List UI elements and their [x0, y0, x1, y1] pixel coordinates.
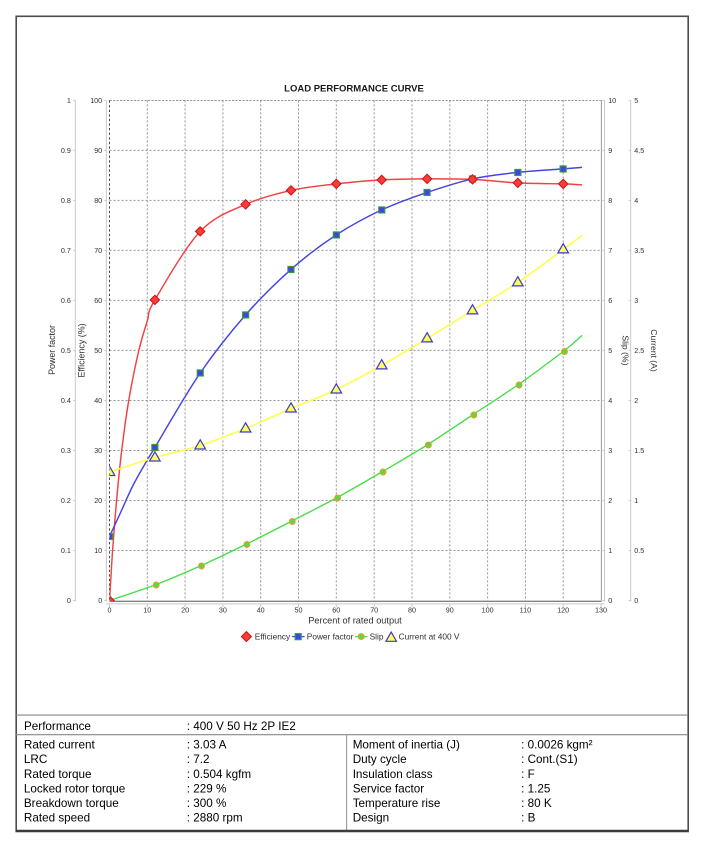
svg-text:90: 90 [94, 146, 102, 155]
svg-text:3.5: 3.5 [634, 246, 644, 255]
svg-text:Rated torque: Rated torque [24, 768, 92, 781]
svg-text:30: 30 [94, 446, 102, 455]
svg-text:: F: : F [521, 768, 535, 781]
svg-text:20: 20 [94, 496, 102, 505]
svg-text:90: 90 [446, 605, 454, 614]
svg-text:Rated current: Rated current [24, 739, 96, 752]
svg-text:1: 1 [608, 546, 612, 555]
svg-text:30: 30 [219, 605, 227, 614]
svg-text:9: 9 [608, 146, 612, 155]
svg-text:0: 0 [634, 596, 638, 605]
svg-text:4.5: 4.5 [634, 146, 644, 155]
svg-text:: 80 K: : 80 K [521, 797, 552, 810]
svg-text:10: 10 [94, 546, 102, 555]
svg-text:: 2880 rpm: : 2880 rpm [187, 812, 243, 825]
svg-text:0.3: 0.3 [61, 446, 71, 455]
svg-text:Power factor: Power factor [307, 631, 354, 641]
svg-text:70: 70 [370, 605, 378, 614]
svg-text:0.5: 0.5 [61, 346, 71, 355]
svg-text:Temperature rise: Temperature rise [353, 797, 441, 810]
svg-text:70: 70 [94, 246, 102, 255]
svg-text:50: 50 [295, 605, 303, 614]
svg-text:0: 0 [67, 596, 71, 605]
svg-text:Current (A): Current (A) [649, 329, 659, 372]
svg-text:Insulation class: Insulation class [353, 768, 433, 781]
svg-text:4: 4 [634, 196, 638, 205]
svg-text:0: 0 [108, 605, 112, 614]
svg-text:Efficiency: Efficiency [255, 631, 291, 641]
svg-text:Moment of inertia (J): Moment of inertia (J) [353, 739, 460, 752]
svg-text:0.5: 0.5 [634, 546, 644, 555]
svg-text:80: 80 [94, 196, 102, 205]
svg-text:8: 8 [608, 196, 612, 205]
svg-text:100: 100 [90, 96, 102, 105]
svg-text:40: 40 [257, 605, 265, 614]
svg-text:0: 0 [608, 596, 612, 605]
svg-text:50: 50 [94, 346, 102, 355]
svg-text:7: 7 [608, 246, 612, 255]
svg-text:: 229 %: : 229 % [187, 782, 227, 795]
svg-text:2: 2 [634, 396, 638, 405]
svg-text:110: 110 [520, 605, 531, 614]
svg-text:5: 5 [608, 346, 612, 355]
svg-text:0.6: 0.6 [61, 296, 71, 305]
svg-text:: 0.504 kgfm: : 0.504 kgfm [187, 768, 251, 781]
svg-text:Performance: Performance [24, 720, 91, 733]
svg-text:0.9: 0.9 [61, 146, 71, 155]
svg-text:1: 1 [67, 96, 71, 105]
svg-text:: B: : B [521, 812, 535, 825]
svg-text:Slip: Slip [370, 631, 384, 641]
svg-text:Breakdown torque: Breakdown torque [24, 797, 119, 810]
svg-text:Duty cycle: Duty cycle [353, 753, 407, 766]
svg-text:60: 60 [94, 296, 102, 305]
svg-text:10: 10 [143, 605, 151, 614]
svg-text:130: 130 [595, 605, 607, 614]
svg-text:5: 5 [634, 96, 638, 105]
svg-text:Current at 400 V: Current at 400 V [399, 631, 460, 641]
svg-text:LRC: LRC [24, 753, 47, 766]
svg-text:0: 0 [98, 596, 102, 605]
svg-text:10: 10 [608, 96, 616, 105]
svg-text:20: 20 [181, 605, 189, 614]
svg-text:0.4: 0.4 [61, 396, 71, 405]
svg-text:2: 2 [608, 496, 612, 505]
svg-text:1: 1 [634, 496, 638, 505]
svg-text:Efficiency (%): Efficiency (%) [77, 323, 87, 377]
svg-text:120: 120 [557, 605, 569, 614]
svg-text:4: 4 [608, 396, 612, 405]
svg-text:Power factor: Power factor [47, 325, 57, 375]
svg-text:Service factor: Service factor [353, 782, 425, 795]
svg-text:0.1: 0.1 [61, 546, 71, 555]
svg-text:: 0.0026 kgm²: : 0.0026 kgm² [521, 739, 593, 752]
svg-text:0.7: 0.7 [61, 246, 71, 255]
svg-text:Locked rotor torque: Locked rotor torque [24, 782, 125, 795]
svg-text:0.2: 0.2 [61, 496, 71, 505]
svg-text:2.5: 2.5 [634, 346, 644, 355]
svg-text:1.5: 1.5 [634, 446, 644, 455]
svg-text:LOAD PERFORMANCE CURVE: LOAD PERFORMANCE CURVE [284, 84, 424, 95]
svg-text:: 300 %: : 300 % [187, 797, 227, 810]
svg-text:6: 6 [608, 296, 612, 305]
svg-text:0.8: 0.8 [61, 196, 71, 205]
svg-text:: 1.25: : 1.25 [521, 782, 551, 795]
svg-text:: 3.03 A: : 3.03 A [187, 739, 227, 752]
svg-text:: 7.2: : 7.2 [187, 753, 210, 766]
svg-text:Rated speed: Rated speed [24, 812, 90, 825]
svg-text:: Cont.(S1): : Cont.(S1) [521, 753, 578, 766]
svg-text:40: 40 [94, 396, 102, 405]
svg-text:100: 100 [482, 605, 494, 614]
svg-text:3: 3 [608, 446, 612, 455]
svg-text:: 400 V 50 Hz 2P IE2: : 400 V 50 Hz 2P IE2 [187, 720, 296, 733]
svg-text:80: 80 [408, 605, 416, 614]
svg-text:Design: Design [353, 812, 389, 825]
svg-text:3: 3 [634, 296, 638, 305]
svg-text:Slip (%): Slip (%) [620, 335, 630, 365]
svg-text:Percent of rated output: Percent of rated output [308, 615, 402, 625]
svg-text:60: 60 [332, 605, 340, 614]
